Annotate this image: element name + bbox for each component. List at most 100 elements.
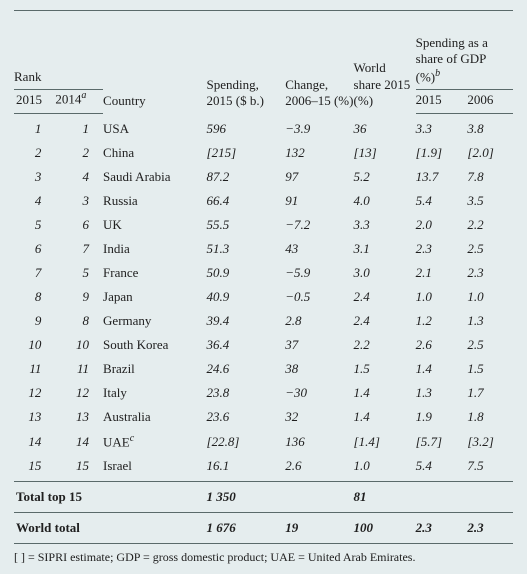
total-g06 [467,481,513,512]
col-rank-2014: 2014a [55,90,103,113]
cell-spending: 55.5 [207,213,286,237]
table-row: 1313Australia23.6321.41.91.8 [14,405,513,429]
table-row: 89Japan40.9−0.52.41.01.0 [14,285,513,309]
cell-rank-2014: 10 [55,333,103,357]
cell-gdp-2006: [2.0] [467,141,513,165]
cell-gdp-2015: 2.0 [416,213,468,237]
table-row: 75France50.9−5.93.02.12.3 [14,261,513,285]
cell-spending: 66.4 [207,189,286,213]
cell-world-share: 36 [354,113,416,141]
cell-spending: 39.4 [207,309,286,333]
table-row: 11USA596−3.9363.33.8 [14,113,513,141]
cell-spending: 16.1 [207,454,286,482]
cell-gdp-2006: 7.5 [467,454,513,482]
cell-gdp-2015: 2.1 [416,261,468,285]
cell-gdp-2015: 2.6 [416,333,468,357]
cell-country: Russia [103,189,207,213]
cell-gdp-2006: 3.8 [467,113,513,141]
cell-spending: 51.3 [207,237,286,261]
spending-table: Rank Country Spending, 2015 ($ b.) Chang… [14,10,513,544]
cell-rank-2015: 8 [14,285,55,309]
cell-country: South Korea [103,333,207,357]
cell-world-share: 2.2 [354,333,416,357]
cell-rank-2015: 11 [14,357,55,381]
cell-gdp-2006: 2.5 [467,237,513,261]
col-gdp-share: Spending as a share of GDP (%)b [416,11,513,90]
col-spending: Spending, 2015 ($ b.) [207,11,286,114]
cell-gdp-2006: 1.3 [467,309,513,333]
cell-country: Italy [103,381,207,405]
cell-change: −3.9 [285,113,353,141]
cell-country: UAEc [103,429,207,454]
cell-change: 2.6 [285,454,353,482]
cell-change: −30 [285,381,353,405]
cell-rank-2015: 9 [14,309,55,333]
cell-country: USA [103,113,207,141]
cell-spending: [215] [207,141,286,165]
cell-rank-2015: 10 [14,333,55,357]
cell-gdp-2015: [1.9] [416,141,468,165]
cell-country: France [103,261,207,285]
cell-change: 136 [285,429,353,454]
cell-country: Israel [103,454,207,482]
world-ws: 100 [354,512,416,543]
cell-world-share: 3.1 [354,237,416,261]
table-row: 1515Israel16.12.61.05.47.5 [14,454,513,482]
cell-gdp-2015: 1.9 [416,405,468,429]
cell-gdp-2006: 2.5 [467,333,513,357]
cell-world-share: 2.4 [354,309,416,333]
cell-change: 38 [285,357,353,381]
cell-change: −5.9 [285,261,353,285]
table-body: 11USA596−3.9363.33.822China[215]132[13][… [14,113,513,481]
cell-change: 97 [285,165,353,189]
cell-spending: 23.6 [207,405,286,429]
cell-change: 2.8 [285,309,353,333]
cell-rank-2015: 4 [14,189,55,213]
cell-spending: 596 [207,113,286,141]
cell-gdp-2015: 2.3 [416,237,468,261]
cell-country: India [103,237,207,261]
cell-world-share: [1.4] [354,429,416,454]
cell-gdp-2006: 2.2 [467,213,513,237]
cell-gdp-2015: 1.0 [416,285,468,309]
footnote: [ ] = SIPRI estimate; GDP = gross domest… [14,544,513,566]
cell-rank-2015: 7 [14,261,55,285]
cell-rank-2014: 2 [55,141,103,165]
cell-rank-2015: 5 [14,213,55,237]
cell-gdp-2006: 1.7 [467,381,513,405]
cell-country: UK [103,213,207,237]
cell-spending: [22.8] [207,429,286,454]
cell-world-share: 4.0 [354,189,416,213]
cell-gdp-2015: 1.4 [416,357,468,381]
cell-rank-2014: 3 [55,189,103,213]
cell-change: 91 [285,189,353,213]
cell-gdp-2015: 3.3 [416,113,468,141]
cell-world-share: 1.4 [354,405,416,429]
table-row: 34Saudi Arabia87.2975.213.77.8 [14,165,513,189]
world-g15: 2.3 [416,512,468,543]
col-world-share: World share 2015 (%) [354,11,416,114]
cell-rank-2014: 4 [55,165,103,189]
cell-rank-2015: 15 [14,454,55,482]
cell-world-share: 1.0 [354,454,416,482]
cell-gdp-2015: 1.2 [416,309,468,333]
col-country: Country [103,11,207,114]
cell-world-share: [13] [354,141,416,165]
cell-rank-2014: 7 [55,237,103,261]
cell-gdp-2015: 13.7 [416,165,468,189]
table-totals: Total top 15 1 350 81 World total 1 676 … [14,481,513,543]
cell-spending: 50.9 [207,261,286,285]
cell-gdp-2006: 7.8 [467,165,513,189]
total-spend: 1 350 [207,481,286,512]
world-spend: 1 676 [207,512,286,543]
cell-rank-2014: 1 [55,113,103,141]
cell-rank-2015: 13 [14,405,55,429]
table-row: 1212Italy23.8−301.41.31.7 [14,381,513,405]
cell-rank-2014: 8 [55,309,103,333]
total-ws: 81 [354,481,416,512]
total-change [285,481,353,512]
total-label: Total top 15 [14,481,207,512]
cell-rank-2014: 6 [55,213,103,237]
table-row: 22China[215]132[13][1.9][2.0] [14,141,513,165]
cell-world-share: 2.4 [354,285,416,309]
